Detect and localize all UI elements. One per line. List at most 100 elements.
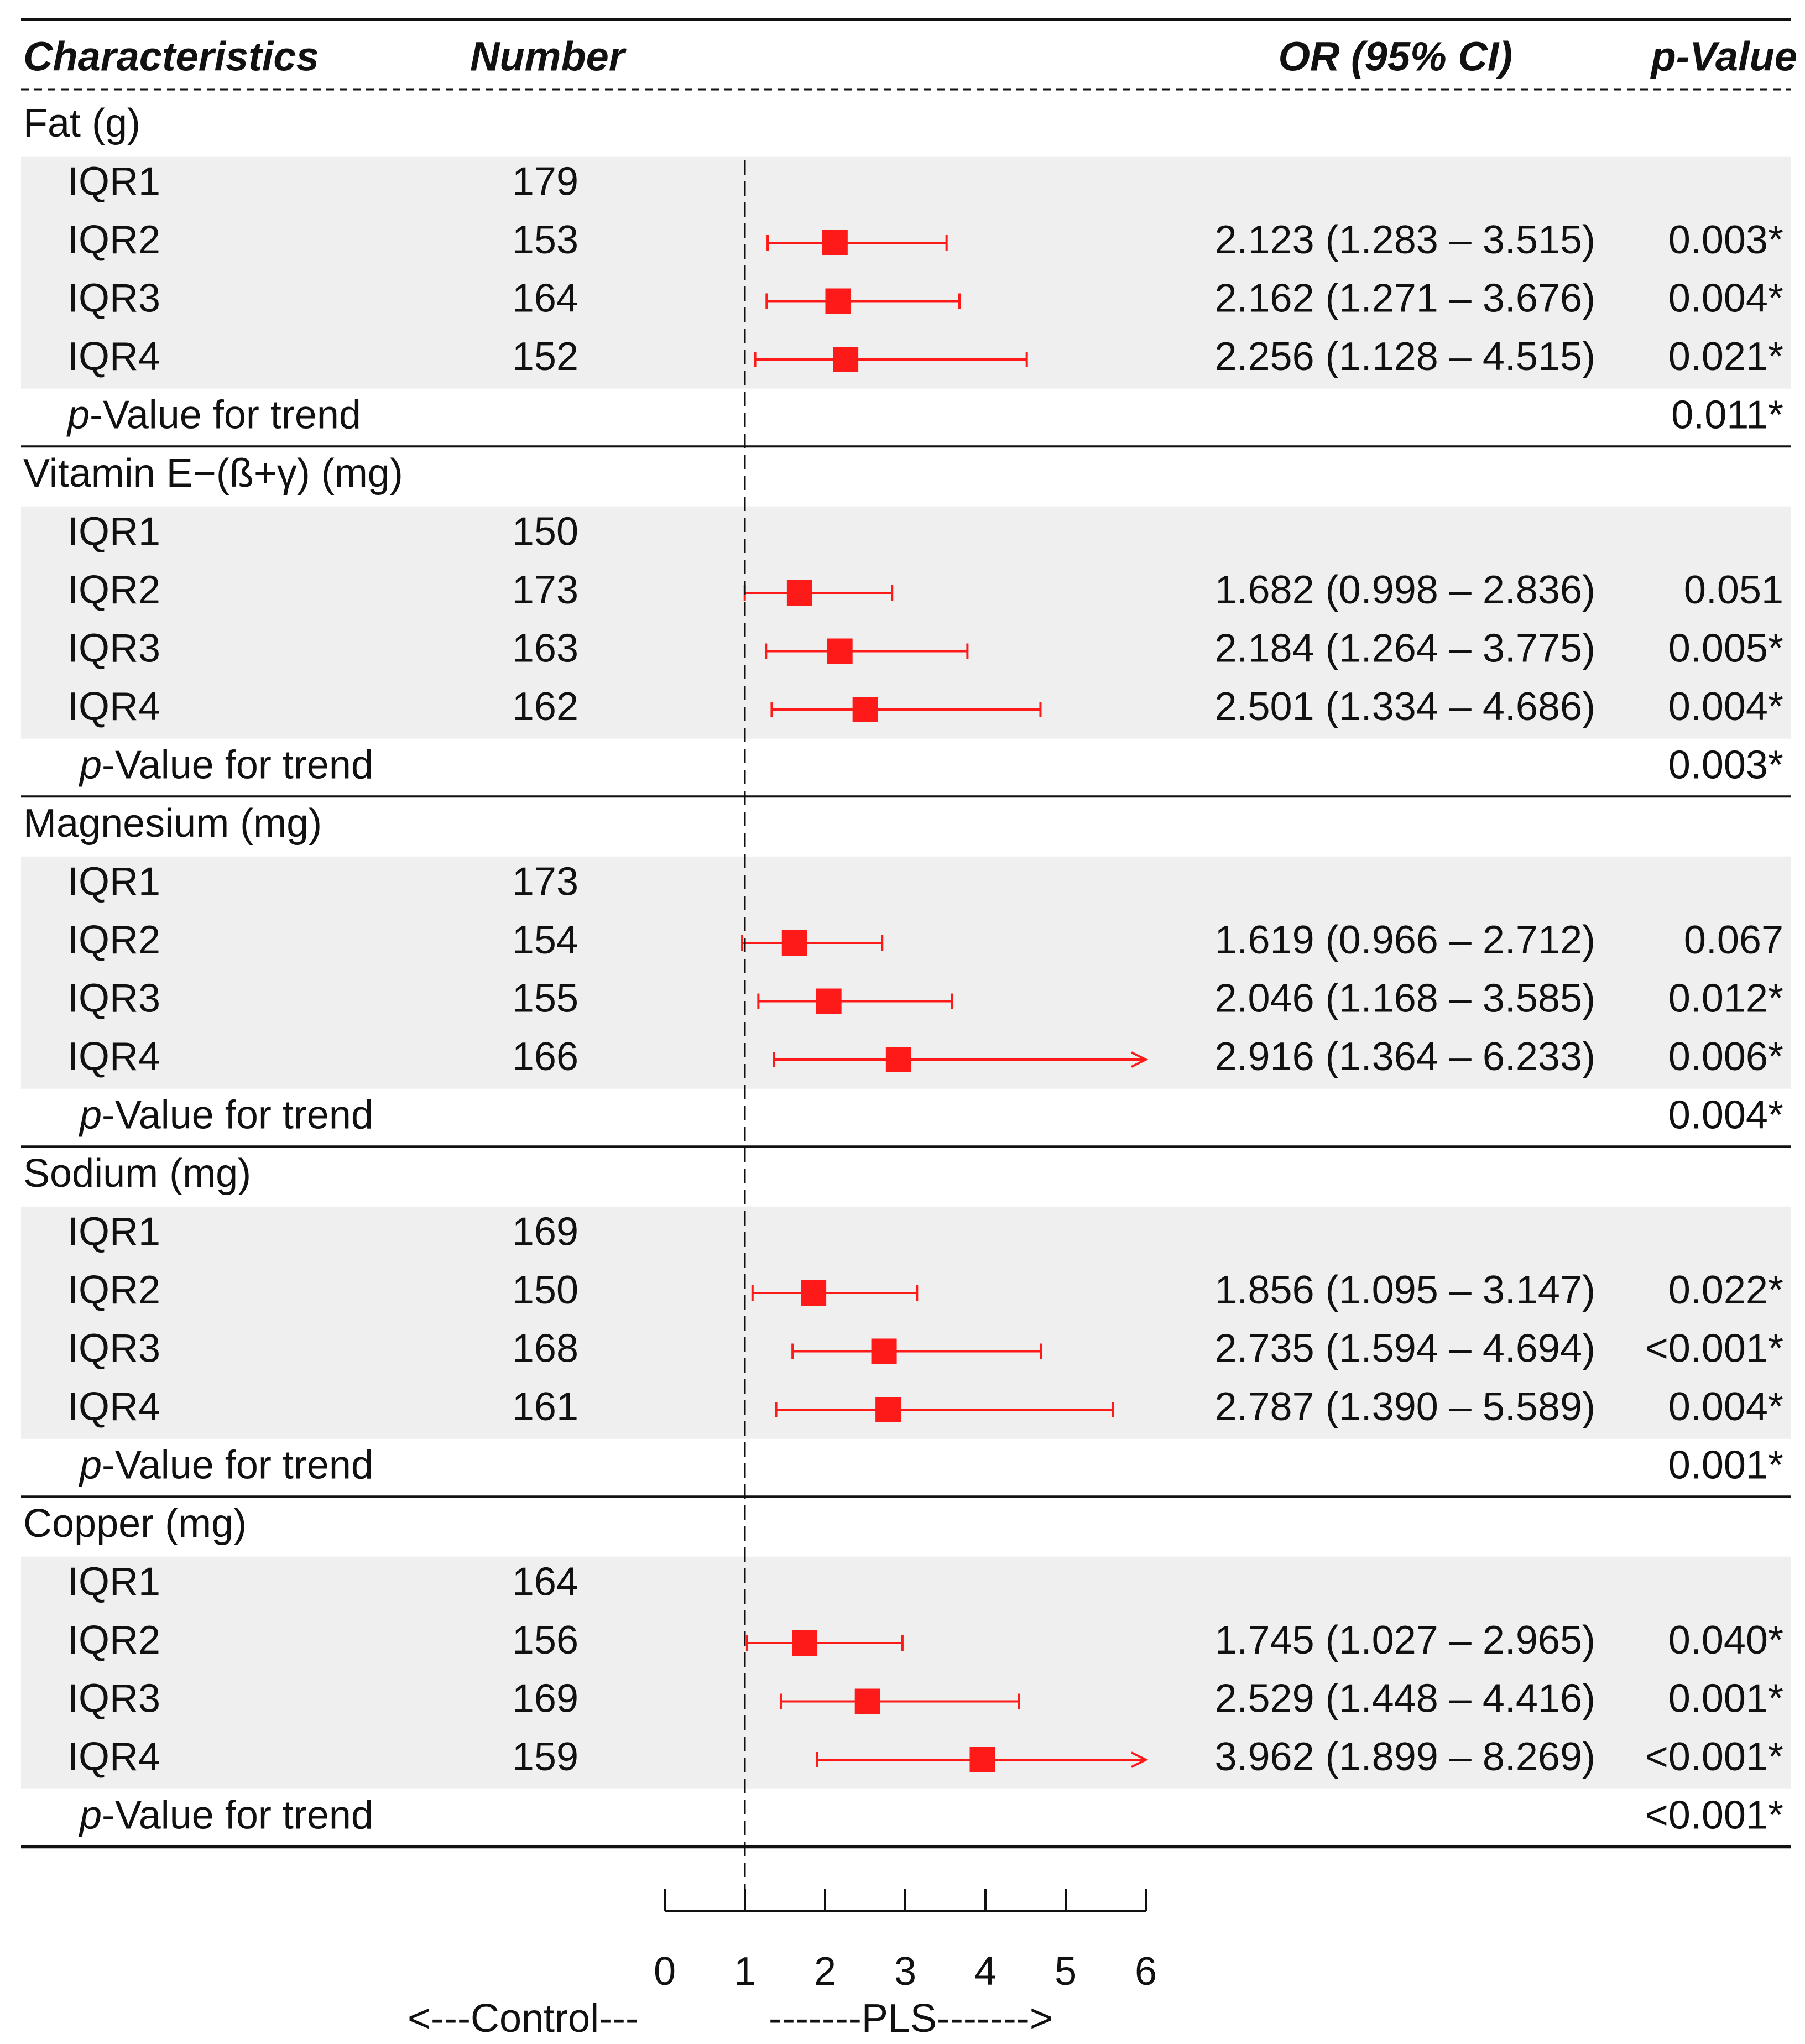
row-label: IQR3 xyxy=(67,1327,160,1371)
row-label: IQR1 xyxy=(67,1560,160,1604)
or-point xyxy=(792,1630,818,1656)
row-or-ci: 1.682 (0.998 – 2.836) xyxy=(1214,568,1595,612)
row-number: 169 xyxy=(512,1210,578,1254)
ci-arrow xyxy=(1131,1051,1149,1068)
row-or-ci: 2.501 (1.334 – 4.686) xyxy=(1214,685,1595,729)
trend-label: p-Value for trend xyxy=(66,393,361,437)
or-point xyxy=(827,638,853,664)
row-number: 173 xyxy=(512,568,578,612)
row-or-ci: 1.745 (1.027 – 2.965) xyxy=(1214,1618,1595,1662)
row-number: 168 xyxy=(512,1327,578,1371)
row-p-value: 0.005* xyxy=(1668,627,1783,671)
or-point xyxy=(825,288,851,314)
row-label: IQR1 xyxy=(67,510,160,554)
trend-label: p-Value for trend xyxy=(79,1793,373,1838)
row-label: IQR3 xyxy=(67,627,160,671)
trend-p-value: 0.004* xyxy=(1668,1093,1783,1138)
x-tick-label: 4 xyxy=(974,1949,997,1994)
row-or-ci: 2.529 (1.448 – 4.416) xyxy=(1214,1677,1595,1721)
group-title: Sodium (mg) xyxy=(23,1151,251,1196)
row-p-value: 0.003* xyxy=(1668,218,1783,262)
or-point xyxy=(969,1747,995,1772)
or-point xyxy=(885,1047,911,1072)
group-title: Magnesium (mg) xyxy=(23,801,322,846)
row-number: 156 xyxy=(512,1618,578,1662)
row-or-ci: 3.962 (1.899 – 8.269) xyxy=(1214,1735,1595,1779)
row-p-value: 0.067 xyxy=(1684,918,1783,962)
row-or-ci: 2.735 (1.594 – 4.694) xyxy=(1214,1327,1595,1371)
x-tick-label: 1 xyxy=(734,1949,756,1994)
or-point xyxy=(833,347,859,372)
or-point xyxy=(871,1338,897,1364)
row-or-ci: 2.046 (1.168 – 3.585) xyxy=(1214,977,1595,1021)
or-point xyxy=(875,1397,901,1422)
x-tick-label: 5 xyxy=(1055,1949,1077,1994)
row-or-ci: 2.256 (1.128 – 4.515) xyxy=(1214,335,1595,379)
or-point xyxy=(822,230,848,255)
row-number: 162 xyxy=(512,685,578,729)
row-or-ci: 2.123 (1.283 – 3.515) xyxy=(1214,218,1595,262)
row-number: 159 xyxy=(512,1735,578,1779)
trend-p-value: <0.001* xyxy=(1645,1793,1783,1838)
row-number: 154 xyxy=(512,918,578,962)
row-label: IQR2 xyxy=(67,568,160,612)
or-point xyxy=(786,580,812,606)
row-p-value: 0.004* xyxy=(1668,685,1783,729)
row-or-ci: 1.619 (0.966 – 2.712) xyxy=(1214,918,1595,962)
row-or-ci: 2.916 (1.364 – 6.233) xyxy=(1214,1035,1595,1079)
direction-label-control: <---Control--- xyxy=(408,1996,639,2041)
row-label: IQR2 xyxy=(67,1618,160,1662)
header-or-ci: OR (95% CI) xyxy=(1278,34,1512,80)
row-number: 153 xyxy=(512,218,578,262)
row-number: 166 xyxy=(512,1035,578,1079)
row-label: IQR1 xyxy=(67,860,160,904)
or-point xyxy=(854,1688,880,1714)
trend-p-value: 0.011* xyxy=(1671,393,1783,437)
direction-label-pls: -------PLS-------> xyxy=(769,1996,1053,2041)
row-or-ci: 1.856 (1.095 – 3.147) xyxy=(1214,1268,1595,1312)
row-label: IQR4 xyxy=(67,1735,160,1779)
row-number: 173 xyxy=(512,860,578,904)
trend-label: p-Value for trend xyxy=(79,1093,373,1138)
or-point xyxy=(801,1280,827,1306)
row-number: 169 xyxy=(512,1677,578,1721)
group-shade xyxy=(21,1206,1791,1439)
trend-label: p-Value for trend xyxy=(79,743,373,788)
trend-p-value: 0.001* xyxy=(1668,1443,1783,1488)
row-label: IQR1 xyxy=(67,1210,160,1254)
group-shade xyxy=(21,506,1791,739)
row-or-ci: 2.787 (1.390 – 5.589) xyxy=(1214,1385,1595,1429)
or-point xyxy=(852,697,878,722)
x-tick-label: 6 xyxy=(1135,1949,1157,1994)
row-number: 152 xyxy=(512,335,578,379)
x-tick-label: 2 xyxy=(814,1949,836,1994)
row-label: IQR3 xyxy=(67,977,160,1021)
row-label: IQR1 xyxy=(67,160,160,204)
row-number: 164 xyxy=(512,1560,578,1604)
header-p-value: p-Value xyxy=(1650,34,1797,80)
group-title: Vitamin E−(ß+γ) (mg) xyxy=(23,451,403,496)
group-shade xyxy=(21,1556,1791,1789)
row-p-value: 0.006* xyxy=(1668,1035,1783,1079)
row-number: 164 xyxy=(512,277,578,321)
row-number: 150 xyxy=(512,1268,578,1312)
row-or-ci: 2.184 (1.264 – 3.775) xyxy=(1214,627,1595,671)
header-characteristics: Characteristics xyxy=(23,34,319,80)
group-title: Copper (mg) xyxy=(23,1501,247,1546)
row-p-value: 0.012* xyxy=(1668,977,1783,1021)
x-tick-label: 3 xyxy=(894,1949,916,1994)
group-shade xyxy=(21,156,1791,389)
row-number: 155 xyxy=(512,977,578,1021)
or-point xyxy=(781,930,807,956)
row-label: IQR4 xyxy=(67,1035,160,1079)
row-label: IQR4 xyxy=(67,1385,160,1429)
group-title: Fat (g) xyxy=(23,101,140,145)
row-or-ci: 2.162 (1.271 – 3.676) xyxy=(1214,277,1595,321)
row-number: 161 xyxy=(512,1385,578,1429)
row-number: 179 xyxy=(512,160,578,204)
row-p-value: <0.001* xyxy=(1645,1735,1783,1779)
x-tick-label: 0 xyxy=(654,1949,676,1994)
or-point xyxy=(816,988,842,1014)
row-p-value: 0.040* xyxy=(1668,1618,1783,1662)
